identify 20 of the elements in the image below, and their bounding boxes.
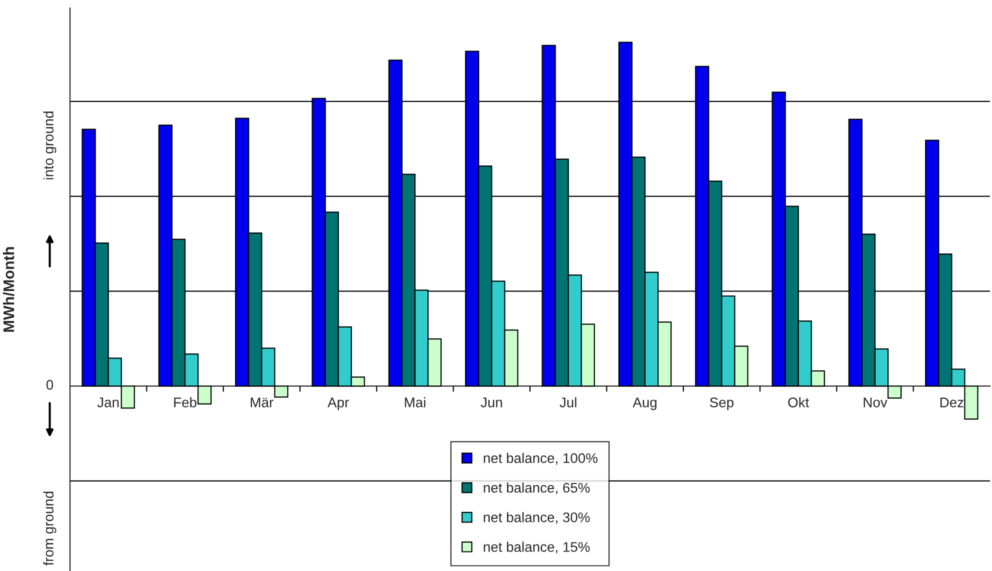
x-tick-label: Mär xyxy=(250,398,274,408)
x-tick-label: Feb xyxy=(174,397,196,408)
legend-label: net balance, 100% xyxy=(484,452,598,465)
x-tick-label: Dez xyxy=(940,398,964,408)
x-tick-label: Nov xyxy=(864,398,888,408)
text: 0 xyxy=(46,380,54,390)
text: into ground xyxy=(43,112,56,180)
x-tick-label: Aug xyxy=(632,398,656,410)
y-axis-title: MWh/Month xyxy=(2,247,14,332)
x-tick-label: Okt xyxy=(788,397,810,408)
x-tick-label: Jul xyxy=(560,397,576,408)
legend-label: net balance, 65% xyxy=(484,482,590,494)
x-tick-label: Mai xyxy=(404,397,426,408)
legend-label: net balance, 30% xyxy=(484,512,590,524)
legend-label: net balance, 15% xyxy=(484,542,590,554)
x-tick-label: Sep xyxy=(710,398,734,410)
x-tick-label: Apr xyxy=(328,398,349,410)
x-tick-label: Jun xyxy=(480,398,502,408)
text: from ground xyxy=(43,492,56,566)
x-tick-label: Jan xyxy=(97,398,119,408)
